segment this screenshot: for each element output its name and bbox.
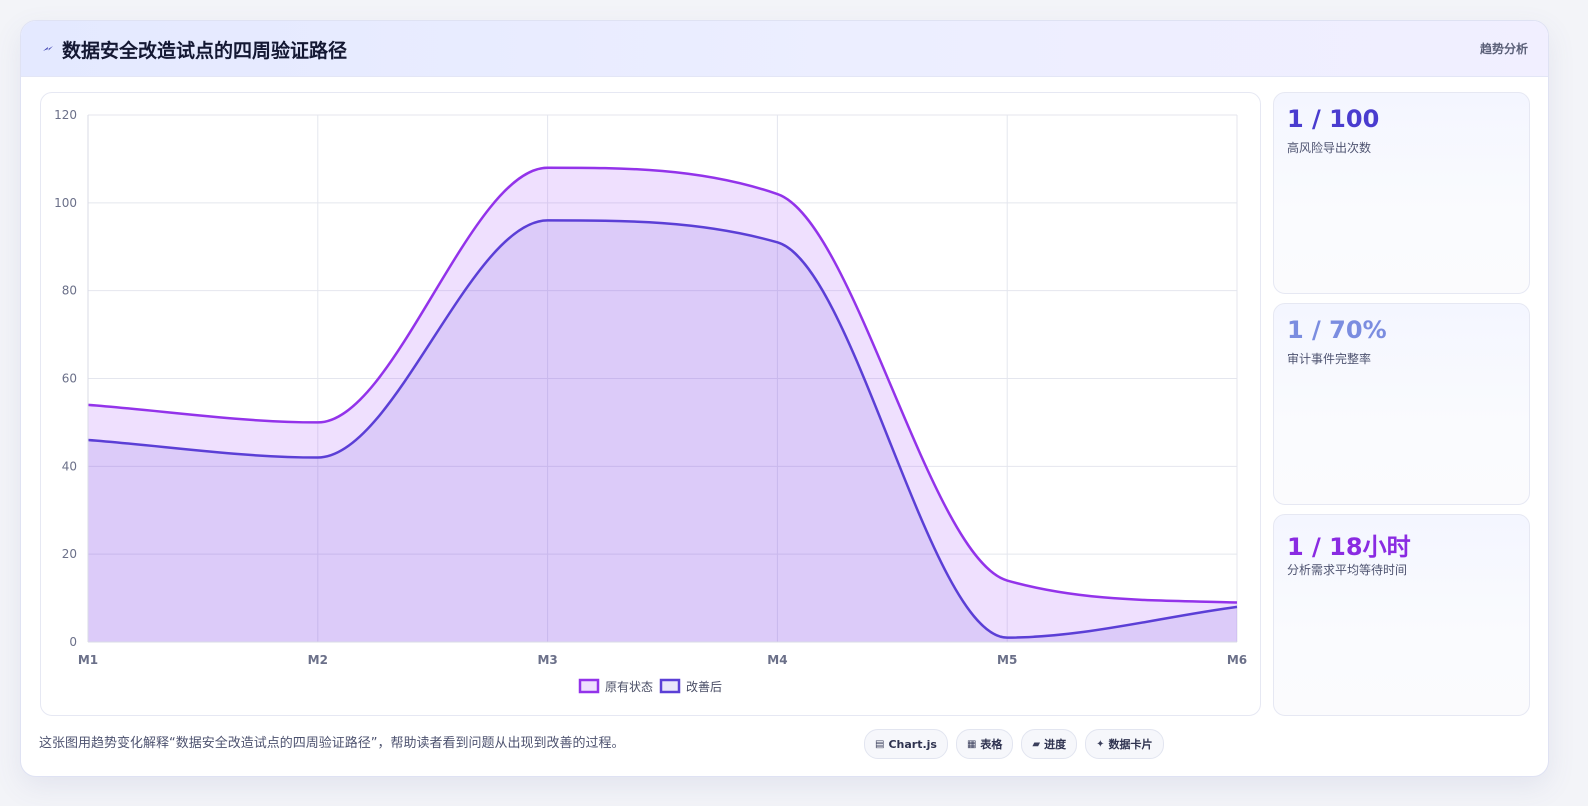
chip-progress[interactable]: ▰ 进度 (1021, 729, 1078, 759)
chip-chartjs[interactable]: ▤ Chart.js (864, 729, 948, 759)
legend-label: 原有状态 (605, 680, 653, 694)
chip-label: 数据卡片 (1108, 738, 1153, 751)
stat-card-audit-completeness: 1 / 70% 审计事件完整率 (1273, 303, 1530, 505)
x-tick-label: M6 (1227, 653, 1247, 667)
series-area-2 (88, 220, 1237, 642)
series-line-1 (87, 166, 1238, 604)
stat-value: 1 / 18小时 (1287, 533, 1411, 561)
chip-label: 表格 (980, 738, 1003, 751)
sparkle-icon: ✦ (1096, 738, 1105, 750)
stat-label: 审计事件完整率 (1287, 352, 1372, 366)
y-tick-label: 100 (54, 196, 77, 210)
stat-card-avg-wait-time: 1 / 18小时 分析需求平均等待时间 (1273, 514, 1530, 716)
y-tick-label: 20 (62, 547, 77, 561)
table-icon: ▦ (966, 738, 977, 750)
y-tick-label: 80 (62, 284, 77, 298)
chart-description: 这张图用趋势变化解释“数据安全改造试点的四周验证路径”，帮助读者看到问题从出现到… (39, 736, 625, 751)
legend-swatch (659, 678, 681, 694)
y-tick-label: 60 (62, 372, 77, 386)
chip-label: 进度 (1044, 738, 1067, 751)
x-tick-label: M3 (537, 653, 557, 667)
chart-panel: 0 20 40 60 80 100 120 M1 M2 M3 M4 M5 M6 原有状态 改善后 (40, 92, 1261, 716)
stat-label: 分析需求平均等待时间 (1287, 563, 1408, 577)
legend-label: 改善后 (686, 679, 722, 694)
x-tick-label: M2 (308, 653, 328, 667)
lightning-icon (43, 46, 53, 51)
page-title: 数据安全改造试点的四周验证路径 (62, 40, 348, 62)
x-tick-label: M4 (767, 653, 787, 667)
stat-label: 高风险导出次数 (1287, 141, 1372, 155)
series-area-1 (88, 167, 1237, 642)
y-tick-label: 120 (54, 108, 77, 122)
x-tick-label: M1 (78, 653, 98, 667)
stat-card-high-risk-exports: 1 / 100 高风险导出次数 (1273, 92, 1530, 294)
chip-table[interactable]: ▦ 表格 (955, 729, 1014, 759)
stat-value: 1 / 100 (1287, 105, 1380, 133)
chart-icon: ▤ (875, 738, 885, 750)
stat-value: 1 / 70% (1287, 316, 1387, 344)
progress-icon: ▰ (1032, 738, 1041, 750)
y-tick-label: 40 (62, 459, 77, 473)
card-header: 数据安全改造试点的四周验证路径 趋势分析 (21, 21, 1548, 77)
feature-chips: ▤ Chart.js ▦ 表格 ▰ 进度 ✦ 数据卡片 (864, 729, 1164, 759)
legend-swatch (578, 678, 600, 694)
trend-analysis-tag[interactable]: 趋势分析 (1479, 42, 1528, 56)
y-tick-label: 0 (69, 635, 77, 649)
area-chart: 0 20 40 60 80 100 120 M1 M2 M3 M4 M5 M6 原有状态 改善后 (54, 108, 1247, 694)
series-line-2 (87, 219, 1238, 639)
x-tick-label: M5 (997, 653, 1017, 667)
chip-label: Chart.js (888, 737, 937, 751)
dashboard-card: 数据安全改造试点的四周验证路径 趋势分析 0 20 40 60 80 100 120 M1 M2… (20, 20, 1549, 777)
chip-data-cards[interactable]: ✦ 数据卡片 (1085, 729, 1164, 759)
